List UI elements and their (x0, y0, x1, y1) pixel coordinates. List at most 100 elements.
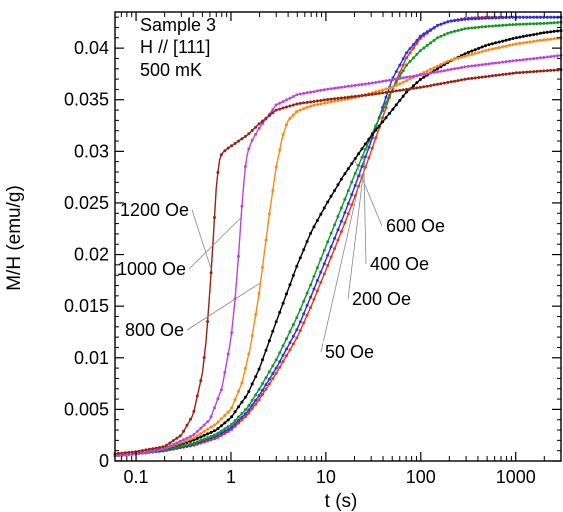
data-point (453, 79, 457, 83)
data-point (322, 272, 326, 276)
data-point (288, 104, 292, 108)
data-point (415, 86, 419, 90)
data-point (336, 86, 340, 90)
data-point (473, 48, 477, 52)
data-point (511, 37, 515, 40)
data-point (470, 52, 474, 56)
data-point (233, 419, 237, 423)
data-point (439, 65, 443, 69)
data-point (309, 104, 313, 108)
data-point (446, 31, 450, 35)
data-point (189, 435, 192, 438)
data-point (199, 435, 203, 439)
data-point (250, 129, 254, 132)
data-point (288, 330, 292, 334)
data-point (408, 77, 412, 81)
data-point (487, 24, 491, 28)
data-point (261, 382, 264, 386)
data-point (261, 122, 264, 126)
data-point (453, 57, 457, 61)
data-point (484, 75, 487, 79)
data-point (367, 137, 371, 141)
data-point (322, 101, 326, 105)
data-point (223, 421, 227, 425)
data-point (405, 51, 409, 55)
data-point (319, 257, 323, 261)
series-600-oe (113, 29, 563, 458)
data-point (360, 155, 364, 159)
data-point (477, 76, 481, 79)
data-point (343, 96, 347, 100)
data-point (195, 440, 199, 444)
label-backdrop (123, 319, 187, 341)
data-point (508, 23, 511, 27)
data-point (202, 433, 206, 437)
data-point (501, 73, 505, 76)
data-point (257, 122, 261, 126)
data-point (278, 360, 282, 364)
data-point (357, 83, 361, 87)
data-point (182, 440, 186, 444)
data-point (305, 291, 309, 295)
data-point (487, 43, 491, 47)
data-point (278, 101, 282, 105)
data-point (233, 141, 237, 145)
data-point (398, 71, 402, 75)
data-point (511, 59, 515, 63)
data-point (374, 128, 378, 132)
data-point (257, 388, 261, 391)
data-point (384, 79, 388, 83)
data-point (425, 69, 429, 73)
data-point (473, 76, 477, 80)
data-point (161, 445, 165, 449)
data-point (490, 42, 494, 46)
data-point (285, 123, 288, 127)
data-point (329, 97, 333, 101)
data-point (432, 66, 436, 70)
data-point (247, 147, 251, 151)
data-point (333, 99, 337, 103)
y-tick-label: 0.035 (64, 90, 109, 110)
data-point (535, 32, 539, 36)
data-point (463, 52, 467, 56)
data-point (288, 341, 292, 345)
data-point (453, 67, 457, 71)
label-backdrop (323, 341, 377, 363)
x-tick-label: 0.1 (124, 467, 149, 487)
data-point (288, 96, 292, 100)
data-point (206, 320, 210, 324)
data-point (470, 26, 474, 30)
data-point (463, 27, 467, 31)
data-point (322, 206, 326, 210)
data-point (514, 71, 518, 75)
data-point (291, 95, 295, 98)
data-point (401, 80, 405, 84)
data-point (538, 22, 542, 25)
label-leader-line (363, 153, 367, 265)
data-point (315, 99, 319, 103)
data-point (298, 329, 302, 333)
data-point (398, 99, 402, 102)
data-point (436, 82, 439, 86)
data-point (490, 61, 494, 65)
y-tick-label: 0 (99, 451, 109, 471)
data-point (302, 248, 306, 252)
data-point (412, 43, 415, 46)
data-point (199, 379, 203, 383)
data-point (333, 223, 337, 227)
data-point (346, 202, 350, 206)
data-point (418, 78, 422, 81)
data-point (219, 388, 223, 392)
data-point (480, 50, 484, 54)
data-point (243, 134, 247, 138)
data-point (254, 398, 258, 402)
data-point (357, 152, 361, 156)
data-point (261, 119, 264, 123)
data-point (357, 174, 361, 178)
data-point (401, 88, 405, 92)
data-point (412, 56, 415, 60)
data-point (466, 53, 470, 57)
data-point (254, 313, 258, 317)
data-point (501, 60, 505, 64)
data-point (243, 395, 247, 399)
